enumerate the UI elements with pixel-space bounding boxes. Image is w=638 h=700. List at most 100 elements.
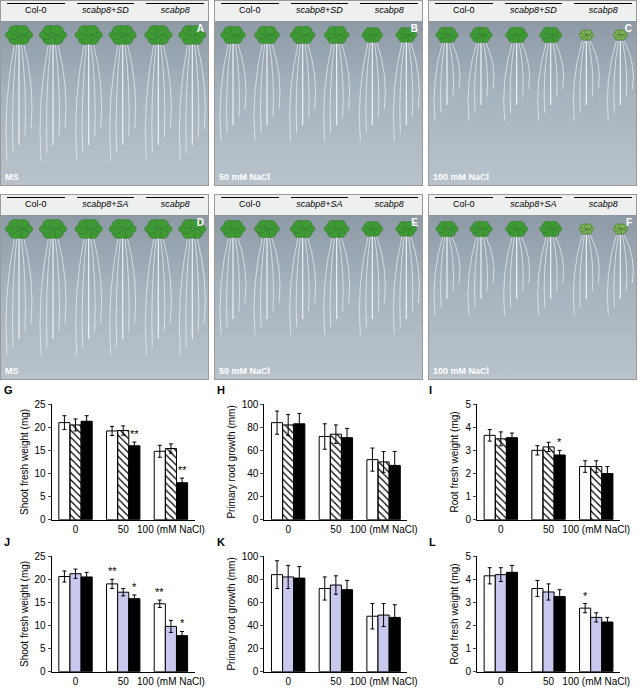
svg-text:40: 40 bbox=[247, 620, 259, 631]
svg-text:1: 1 bbox=[465, 491, 471, 502]
svg-text:*: * bbox=[557, 436, 562, 448]
html-text:scabp8+SA: scabp8+SA bbox=[82, 199, 129, 209]
svg-text:Root fresh weight (mg): Root fresh weight (mg) bbox=[449, 411, 460, 512]
html-text:scabp8+SD: scabp8+SD bbox=[510, 5, 557, 15]
svg-text:100 (mM NaCl): 100 (mM NaCl) bbox=[350, 524, 418, 535]
svg-text:0: 0 bbox=[40, 666, 46, 677]
svg-text:0: 0 bbox=[40, 514, 46, 525]
svg-text:50: 50 bbox=[543, 524, 555, 535]
svg-text:Primary root growth (mm): Primary root growth (mm) bbox=[226, 405, 237, 518]
svg-text:**: ** bbox=[155, 586, 164, 598]
svg-text:80: 80 bbox=[247, 422, 259, 433]
html-text:scabp8+SA: scabp8+SA bbox=[510, 199, 557, 209]
svg-text:0: 0 bbox=[465, 514, 471, 525]
svg-text:50: 50 bbox=[330, 524, 342, 535]
html-text:Col-0: Col-0 bbox=[239, 5, 261, 15]
svg-text:20: 20 bbox=[247, 491, 259, 502]
html-text:50 mM NaCl: 50 mM NaCl bbox=[219, 366, 270, 376]
html-text:scabp8: scabp8 bbox=[374, 5, 404, 15]
svg-text:40: 40 bbox=[247, 468, 259, 479]
svg-text:2: 2 bbox=[465, 620, 471, 631]
svg-text:10: 10 bbox=[35, 468, 47, 479]
html-text:Col-0: Col-0 bbox=[25, 199, 47, 209]
svg-text:15: 15 bbox=[35, 597, 47, 608]
svg-text:3: 3 bbox=[465, 445, 471, 456]
svg-text:*: * bbox=[583, 590, 588, 602]
html-text:scabp8: scabp8 bbox=[160, 5, 190, 15]
svg-text:0: 0 bbox=[285, 524, 291, 535]
svg-text:80: 80 bbox=[247, 574, 259, 585]
svg-text:**: ** bbox=[178, 464, 187, 476]
html-text:Col-0: Col-0 bbox=[239, 199, 261, 209]
svg-text:50: 50 bbox=[543, 676, 555, 687]
svg-text:**: ** bbox=[108, 565, 117, 577]
svg-text:15: 15 bbox=[35, 445, 47, 456]
html-text:scabp8+SD: scabp8+SD bbox=[82, 5, 129, 15]
html-text:100 mM NaCl: 100 mM NaCl bbox=[433, 172, 489, 182]
svg-text:100: 100 bbox=[242, 399, 259, 410]
svg-text:50: 50 bbox=[118, 676, 130, 687]
svg-text:2: 2 bbox=[465, 468, 471, 479]
svg-text:*: * bbox=[180, 617, 185, 629]
html-text:Col-0: Col-0 bbox=[25, 5, 47, 15]
svg-text:5: 5 bbox=[465, 551, 471, 562]
svg-text:5: 5 bbox=[40, 643, 46, 654]
html-text:B: B bbox=[410, 23, 418, 34]
html-text:Col-0: Col-0 bbox=[453, 5, 475, 15]
svg-text:K: K bbox=[217, 536, 225, 548]
html-text:MS: MS bbox=[5, 172, 19, 182]
svg-text:50: 50 bbox=[330, 676, 342, 687]
svg-text:I: I bbox=[429, 384, 432, 396]
html-text:A: A bbox=[196, 23, 204, 34]
svg-text:60: 60 bbox=[247, 597, 259, 608]
svg-text:4: 4 bbox=[465, 574, 471, 585]
svg-text:Shoot fresh weight (mg): Shoot fresh weight (mg) bbox=[19, 409, 30, 515]
svg-text:L: L bbox=[429, 536, 436, 548]
html-text:scabp8+SA: scabp8+SA bbox=[296, 199, 343, 209]
svg-text:10: 10 bbox=[35, 620, 47, 631]
svg-text:20: 20 bbox=[247, 643, 259, 654]
svg-text:5: 5 bbox=[465, 399, 471, 410]
svg-text:0: 0 bbox=[498, 524, 504, 535]
svg-text:1: 1 bbox=[465, 643, 471, 654]
svg-text:0: 0 bbox=[498, 676, 504, 687]
svg-text:20: 20 bbox=[35, 422, 47, 433]
html-text:100 mM NaCl: 100 mM NaCl bbox=[433, 366, 489, 376]
svg-text:100 (mM NaCl): 100 (mM NaCl) bbox=[562, 676, 630, 687]
svg-text:0: 0 bbox=[73, 524, 79, 535]
svg-text:0: 0 bbox=[253, 666, 259, 677]
svg-text:H: H bbox=[217, 384, 225, 396]
svg-text:Shoot fresh weight (mg): Shoot fresh weight (mg) bbox=[19, 561, 30, 667]
svg-text:100 (mM NaCl): 100 (mM NaCl) bbox=[350, 676, 418, 687]
svg-text:20: 20 bbox=[35, 574, 47, 585]
svg-text:*: * bbox=[132, 581, 137, 593]
svg-text:G: G bbox=[4, 384, 13, 396]
svg-text:3: 3 bbox=[465, 597, 471, 608]
html-text:scabp8+SD: scabp8+SD bbox=[296, 5, 343, 15]
html-text:50 mM NaCl: 50 mM NaCl bbox=[219, 172, 270, 182]
svg-text:0: 0 bbox=[73, 676, 79, 687]
html-text:scabp8: scabp8 bbox=[374, 199, 404, 209]
svg-text:25: 25 bbox=[35, 551, 47, 562]
html-text:MS: MS bbox=[5, 366, 19, 376]
svg-text:0: 0 bbox=[253, 514, 259, 525]
html-text:scabp8: scabp8 bbox=[588, 5, 618, 15]
svg-text:4: 4 bbox=[465, 422, 471, 433]
svg-text:J: J bbox=[4, 536, 10, 548]
html-text:Col-0: Col-0 bbox=[453, 199, 475, 209]
html-text:scabp8: scabp8 bbox=[588, 199, 618, 209]
svg-text:5: 5 bbox=[40, 491, 46, 502]
html-text:scabp8: scabp8 bbox=[160, 199, 190, 209]
svg-text:100: 100 bbox=[242, 551, 259, 562]
svg-text:25: 25 bbox=[35, 399, 47, 410]
svg-text:Primary root growth (mm): Primary root growth (mm) bbox=[226, 557, 237, 670]
svg-text:Root fresh weight (mg): Root fresh weight (mg) bbox=[449, 563, 460, 664]
svg-text:100 (mM NaCl): 100 (mM NaCl) bbox=[137, 524, 205, 535]
svg-text:50: 50 bbox=[118, 524, 130, 535]
svg-text:0: 0 bbox=[285, 676, 291, 687]
svg-text:100 (mM NaCl): 100 (mM NaCl) bbox=[137, 676, 205, 687]
svg-text:0: 0 bbox=[465, 666, 471, 677]
svg-text:60: 60 bbox=[247, 445, 259, 456]
svg-text:**: ** bbox=[130, 428, 139, 440]
svg-text:100 (mM NaCl): 100 (mM NaCl) bbox=[562, 524, 630, 535]
